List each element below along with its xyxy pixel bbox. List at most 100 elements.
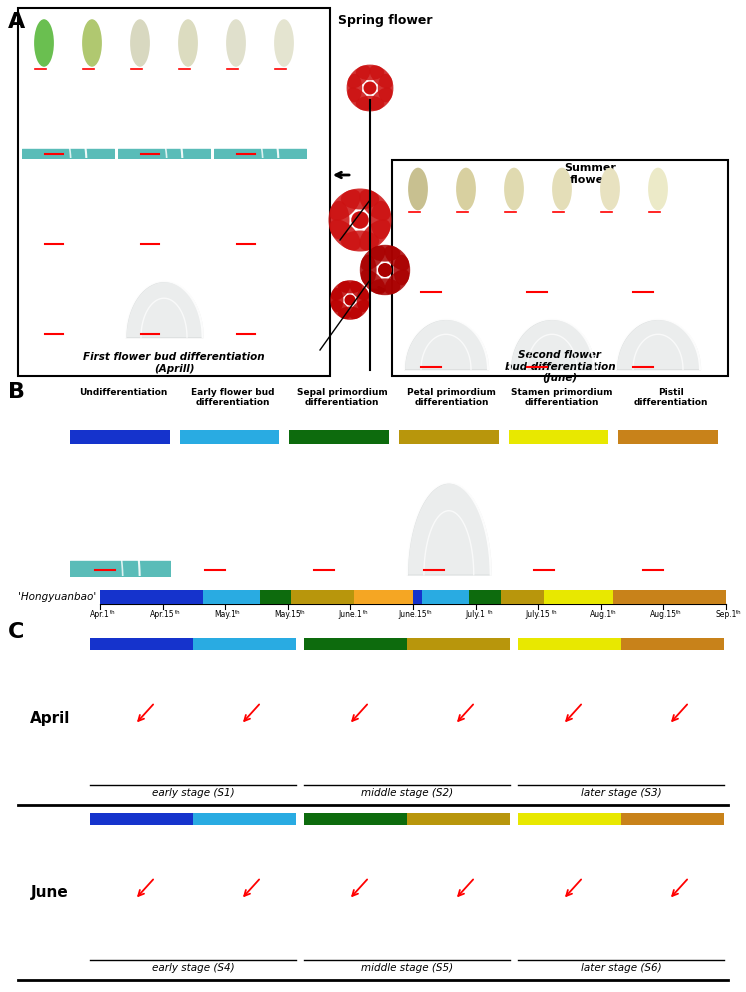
Ellipse shape [330,219,360,250]
Ellipse shape [600,168,620,210]
Text: th: th [235,610,241,615]
Ellipse shape [348,87,371,110]
Text: Undifferentiation: Undifferentiation [78,388,167,397]
Ellipse shape [357,288,370,312]
Text: Sepal primordium
differentiation: Sepal primordium differentiation [297,388,387,408]
Ellipse shape [328,200,349,239]
Ellipse shape [377,73,393,102]
Text: Early flower bud
differentiation: Early flower bud differentiation [191,388,275,408]
Ellipse shape [369,279,401,296]
Bar [518,813,621,825]
Text: th: th [736,610,742,615]
Ellipse shape [338,307,362,319]
Ellipse shape [384,270,410,295]
Text: Apr.1: Apr.1 [90,610,110,619]
Ellipse shape [330,189,360,220]
Bar [399,430,498,444]
Text: Sep.1: Sep.1 [715,610,737,619]
Ellipse shape [360,255,377,286]
Ellipse shape [348,65,371,88]
Bar [413,590,422,604]
Ellipse shape [274,19,294,66]
Text: Aug.15: Aug.15 [650,610,677,619]
Text: th: th [110,610,116,615]
Bar [291,590,354,604]
Text: June.15: June.15 [398,610,427,619]
Bar [193,813,296,825]
Ellipse shape [361,246,386,271]
Text: First flower bud differentiation
(Aprill): First flower bud differentiation (Aprill… [84,352,265,374]
Bar [509,430,608,444]
Ellipse shape [330,288,343,312]
Text: th: th [488,610,493,615]
Ellipse shape [378,263,392,277]
Text: June: June [31,886,69,901]
Text: middle stage (S5): middle stage (S5) [361,963,453,973]
Text: 'Hongyuanbao': 'Hongyuanbao' [18,592,96,602]
Text: Summer
flower: Summer flower [564,163,616,185]
Ellipse shape [341,188,379,209]
Bar [289,430,389,444]
Ellipse shape [347,73,363,102]
Ellipse shape [351,211,369,229]
Ellipse shape [341,230,379,252]
Ellipse shape [360,189,390,220]
Text: B: B [8,382,25,402]
Text: Aug.1: Aug.1 [590,610,612,619]
Text: A: A [8,12,25,32]
Ellipse shape [552,168,572,210]
Bar [518,638,621,650]
Bar [469,590,501,604]
Text: th: th [175,610,181,615]
Ellipse shape [130,19,150,66]
Ellipse shape [338,280,362,294]
Text: th: th [363,610,368,615]
Bar [193,638,296,650]
Bar [407,638,510,650]
Ellipse shape [331,300,351,319]
Text: later stage (S6): later stage (S6) [580,963,661,973]
Bar [354,590,413,604]
Bar [392,160,728,376]
Text: Petal primordium
differentiation: Petal primordium differentiation [407,388,496,408]
Bar [621,638,724,650]
Bar [90,638,193,650]
Bar [613,590,726,604]
Ellipse shape [393,255,410,286]
Bar [422,590,469,604]
Text: July.1: July.1 [466,610,486,619]
Text: May.15: May.15 [275,610,301,619]
Text: th: th [675,610,681,615]
Ellipse shape [371,200,392,239]
Text: later stage (S3): later stage (S3) [580,788,661,798]
Bar [204,590,260,604]
Ellipse shape [356,96,384,111]
Ellipse shape [331,281,351,301]
Text: June.1: June.1 [339,610,363,619]
Text: Second flower
bud differentiation
(June): Second flower bud differentiation (June) [505,350,615,383]
Bar [100,590,204,604]
Text: early stage (S1): early stage (S1) [151,788,234,798]
Text: April: April [30,710,70,725]
Ellipse shape [363,81,377,94]
Text: Spring flower: Spring flower [338,14,432,27]
Bar [545,590,613,604]
Bar [621,813,724,825]
Text: middle stage (S2): middle stage (S2) [361,788,453,798]
Bar [501,590,545,604]
Ellipse shape [360,219,390,250]
Text: July.15: July.15 [526,610,551,619]
Text: early stage (S4): early stage (S4) [151,963,234,973]
Text: th: th [300,610,305,615]
Text: Pistil
differentiation: Pistil differentiation [634,388,709,408]
Bar [407,813,510,825]
Text: May.1: May.1 [214,610,236,619]
Ellipse shape [34,19,54,66]
Ellipse shape [408,168,428,210]
Bar [90,813,193,825]
Ellipse shape [350,281,369,301]
Ellipse shape [504,168,524,210]
Ellipse shape [350,300,369,319]
Bar [618,430,718,444]
Bar [70,430,169,444]
